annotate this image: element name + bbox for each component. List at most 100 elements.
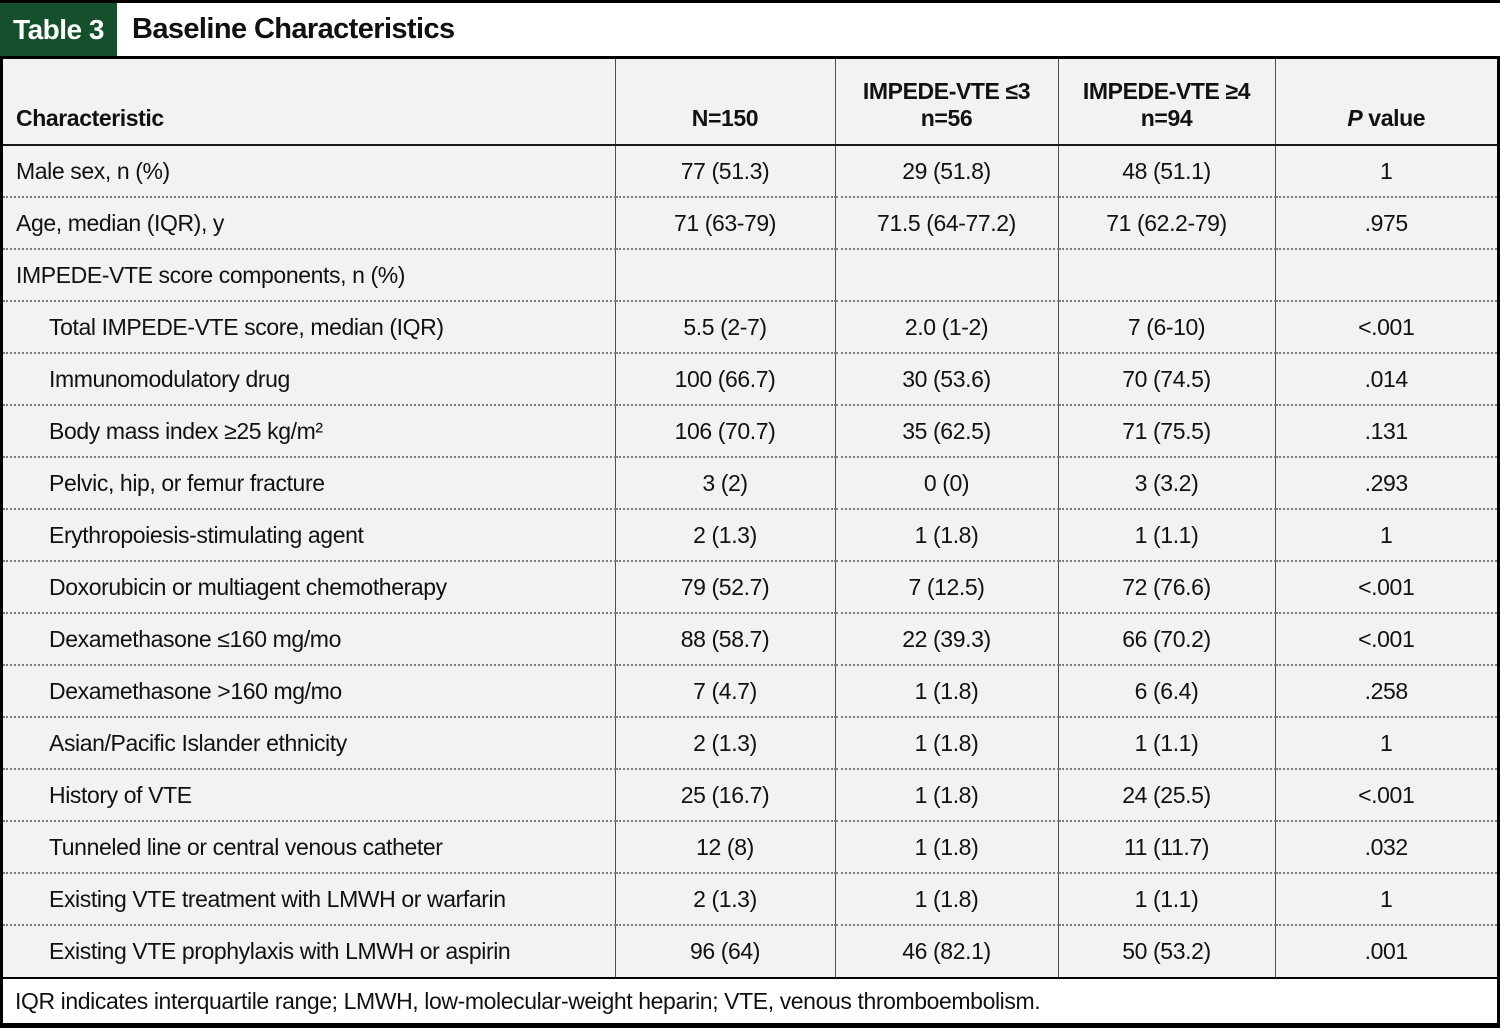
cell-impede-ge4: 1 (1.1) [1058, 508, 1276, 561]
cell-impede-le3: 0 (0) [835, 456, 1059, 509]
table-row: Dexamethasone ≤160 mg/mo 88 (58.7) 22 (3… [3, 612, 1497, 665]
table-footnote: IQR indicates interquartile range; LMWH,… [0, 977, 1500, 1028]
cell-p-value: <.001 [1275, 612, 1497, 665]
cell-p-value: <.001 [1275, 300, 1497, 353]
cell-impede-le3 [835, 248, 1059, 301]
col-header-p-value: P value [1275, 59, 1497, 146]
cell-total: 2 (1.3) [615, 872, 836, 925]
row-label: Doxorubicin or multiagent chemotherapy [3, 560, 616, 613]
cell-total: 5.5 (2-7) [615, 300, 836, 353]
cell-impede-ge4: 66 (70.2) [1058, 612, 1276, 665]
cell-total: 2 (1.3) [615, 508, 836, 561]
cell-total: 3 (2) [615, 456, 836, 509]
table-number-tag: Table 3 [0, 3, 117, 56]
cell-impede-ge4 [1058, 248, 1276, 301]
row-label: Erythropoiesis-stimulating agent [3, 508, 616, 561]
row-label: Male sex, n (%) [3, 145, 616, 197]
cell-impede-le3: 35 (62.5) [835, 404, 1059, 457]
col-header-impede-ge4: IMPEDE-VTE ≥4 n=94 [1058, 59, 1276, 146]
baseline-characteristics-table: Characteristic N=150 IMPEDE-VTE ≤3 n=56 … [3, 59, 1497, 977]
cell-impede-le3: 1 (1.8) [835, 872, 1059, 925]
table-title-bar: Table 3 Baseline Characteristics [0, 3, 1500, 56]
table-row: History of VTE 25 (16.7) 1 (1.8) 24 (25.… [3, 768, 1497, 821]
cell-p-value: 1 [1275, 872, 1497, 925]
col-header-impede-ge4-line2: n=94 [1140, 105, 1193, 131]
cell-p-value: .258 [1275, 664, 1497, 717]
cell-impede-ge4: 11 (11.7) [1058, 820, 1276, 873]
cell-p-value: .293 [1275, 456, 1497, 509]
cell-p-value: 1 [1275, 145, 1497, 197]
cell-total [615, 248, 836, 301]
cell-total: 25 (16.7) [615, 768, 836, 821]
table-row: Immunomodulatory drug 100 (66.7) 30 (53.… [3, 352, 1497, 405]
cell-impede-ge4: 24 (25.5) [1058, 768, 1276, 821]
cell-p-value: .014 [1275, 352, 1497, 405]
cell-impede-le3: 1 (1.8) [835, 508, 1059, 561]
cell-impede-ge4: 1 (1.1) [1058, 716, 1276, 769]
row-label: Immunomodulatory drug [3, 352, 616, 405]
table-row: Erythropoiesis-stimulating agent 2 (1.3)… [3, 508, 1497, 561]
cell-total: 7 (4.7) [615, 664, 836, 717]
cell-impede-le3: 1 (1.8) [835, 716, 1059, 769]
cell-impede-le3: 71.5 (64-77.2) [835, 196, 1059, 249]
cell-total: 71 (63-79) [615, 196, 836, 249]
cell-total: 96 (64) [615, 924, 836, 977]
row-label: Dexamethasone >160 mg/mo [3, 664, 616, 717]
cell-impede-ge4: 3 (3.2) [1058, 456, 1276, 509]
cell-impede-ge4: 6 (6.4) [1058, 664, 1276, 717]
table-body-wrapper: Characteristic N=150 IMPEDE-VTE ≤3 n=56 … [0, 56, 1500, 977]
cell-impede-ge4: 71 (75.5) [1058, 404, 1276, 457]
table-row: Tunneled line or central venous catheter… [3, 820, 1497, 873]
cell-impede-ge4: 1 (1.1) [1058, 872, 1276, 925]
top-rule [0, 0, 1500, 3]
table-header-row: Characteristic N=150 IMPEDE-VTE ≤3 n=56 … [3, 59, 1497, 146]
col-header-impede-le3: IMPEDE-VTE ≤3 n=56 [835, 59, 1059, 146]
cell-impede-ge4: 48 (51.1) [1058, 145, 1276, 197]
table-row: Dexamethasone >160 mg/mo 7 (4.7) 1 (1.8)… [3, 664, 1497, 717]
cell-total: 106 (70.7) [615, 404, 836, 457]
cell-impede-le3: 29 (51.8) [835, 145, 1059, 197]
col-header-impede-le3-line1: IMPEDE-VTE ≤3 [862, 78, 1031, 104]
cell-p-value: 1 [1275, 716, 1497, 769]
row-label: History of VTE [3, 768, 616, 821]
cell-total: 100 (66.7) [615, 352, 836, 405]
table-row: Existing VTE treatment with LMWH or warf… [3, 872, 1497, 925]
p-value-word: value [1362, 105, 1426, 131]
cell-p-value: <.001 [1275, 560, 1497, 613]
table-row: Doxorubicin or multiagent chemotherapy 7… [3, 560, 1497, 613]
cell-impede-le3: 46 (82.1) [835, 924, 1059, 977]
table-row: Asian/Pacific Islander ethnicity 2 (1.3)… [3, 716, 1497, 769]
cell-impede-le3: 1 (1.8) [835, 664, 1059, 717]
cell-impede-ge4: 70 (74.5) [1058, 352, 1276, 405]
row-label: Age, median (IQR), y [3, 196, 616, 249]
footnote-text: IQR indicates interquartile range; LMWH,… [15, 987, 1041, 1014]
cell-impede-le3: 30 (53.6) [835, 352, 1059, 405]
row-label: Tunneled line or central venous catheter [3, 820, 616, 873]
cell-total: 77 (51.3) [615, 145, 836, 197]
cell-impede-ge4: 72 (76.6) [1058, 560, 1276, 613]
col-header-characteristic: Characteristic [3, 59, 616, 146]
table-row: Body mass index ≥25 kg/m² 106 (70.7) 35 … [3, 404, 1497, 457]
row-label: IMPEDE-VTE score components, n (%) [3, 248, 616, 301]
cell-impede-ge4: 71 (62.2-79) [1058, 196, 1276, 249]
cell-p-value [1275, 248, 1497, 301]
cell-total: 12 (8) [615, 820, 836, 873]
cell-total: 88 (58.7) [615, 612, 836, 665]
table-row: Male sex, n (%) 77 (51.3) 29 (51.8) 48 (… [3, 145, 1497, 197]
cell-impede-ge4: 50 (53.2) [1058, 924, 1276, 977]
cell-total: 79 (52.7) [615, 560, 836, 613]
table-row: IMPEDE-VTE score components, n (%) [3, 248, 1497, 301]
cell-impede-le3: 22 (39.3) [835, 612, 1059, 665]
table-row: Age, median (IQR), y 71 (63-79) 71.5 (64… [3, 196, 1497, 249]
cell-p-value: 1 [1275, 508, 1497, 561]
cell-impede-le3: 1 (1.8) [835, 820, 1059, 873]
cell-p-value: .001 [1275, 924, 1497, 977]
cell-p-value: .032 [1275, 820, 1497, 873]
table-row: Pelvic, hip, or femur fracture 3 (2) 0 (… [3, 456, 1497, 509]
col-header-total: N=150 [615, 59, 836, 146]
p-value-symbol: P [1347, 105, 1363, 131]
row-label: Pelvic, hip, or femur fracture [3, 456, 616, 509]
row-label: Existing VTE treatment with LMWH or warf… [3, 872, 616, 925]
row-label: Dexamethasone ≤160 mg/mo [3, 612, 616, 665]
